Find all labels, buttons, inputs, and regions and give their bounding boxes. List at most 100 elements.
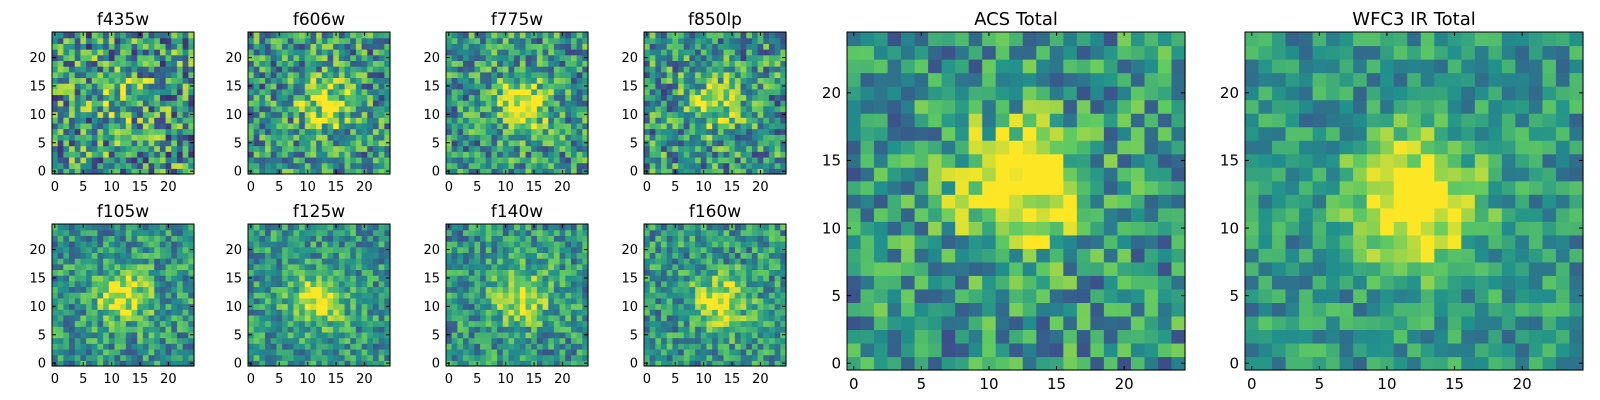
- heatmap-cell: [182, 348, 189, 356]
- heatmap-cell: [491, 320, 498, 327]
- heatmap-cell: [644, 348, 651, 356]
- heatmap-cell: [740, 145, 747, 152]
- heatmap-cell: [712, 145, 719, 152]
- x-tick-label: 15: [132, 180, 149, 195]
- heatmap-cell: [344, 111, 351, 118]
- heatmap-cell: [480, 71, 487, 79]
- heatmap-cell: [576, 128, 583, 135]
- heatmap-cell: [86, 117, 93, 124]
- heatmap-cell: [502, 331, 510, 339]
- heatmap-cell: [768, 331, 776, 339]
- heatmap-cell: [74, 263, 81, 271]
- heatmap-cell: [497, 156, 504, 164]
- heatmap-cell: [316, 331, 323, 339]
- heatmap-cell: [148, 145, 155, 152]
- heatmap-cell: [553, 156, 561, 164]
- heatmap-cell: [338, 314, 346, 322]
- heatmap-cell: [69, 128, 76, 135]
- heatmap-cell: [468, 297, 475, 305]
- heatmap-cell: [80, 54, 87, 61]
- heatmap-cell: [114, 151, 121, 158]
- heatmap-cell: [695, 66, 702, 73]
- heatmap-cell: [485, 360, 493, 367]
- heatmap-cell: [333, 258, 340, 265]
- heatmap-cell: [683, 168, 691, 175]
- heatmap-cell: [327, 117, 334, 124]
- heatmap-cell: [52, 151, 59, 158]
- heatmap-cell: [763, 162, 770, 169]
- heatmap-cell: [259, 60, 266, 67]
- heatmap-cell: [565, 326, 572, 333]
- heatmap-cell: [768, 168, 776, 175]
- heatmap-cell: [542, 224, 549, 231]
- heatmap-cell: [683, 162, 691, 169]
- heatmap-cell: [176, 49, 184, 56]
- heatmap-cell: [497, 43, 504, 50]
- heatmap-cell: [491, 343, 498, 350]
- heatmap-cell: [80, 263, 87, 271]
- heatmap-cell: [746, 303, 753, 310]
- heatmap-cell: [740, 360, 747, 367]
- heatmap-cell: [768, 77, 776, 84]
- heatmap-cell: [548, 156, 555, 164]
- heatmap-cell: [655, 111, 662, 118]
- heatmap-cell: [321, 263, 329, 271]
- heatmap-cell: [480, 348, 487, 356]
- heatmap-cell: [468, 269, 475, 276]
- heatmap-cell: [661, 156, 668, 164]
- heatmap-cell: [125, 263, 133, 271]
- heatmap-cell: [248, 145, 255, 152]
- heatmap-cell: [508, 314, 515, 322]
- heatmap-cell: [372, 309, 380, 316]
- heatmap-cell: [689, 309, 696, 316]
- heatmap-cell: [485, 246, 493, 253]
- heatmap-cell: [259, 252, 266, 259]
- heatmap-cell: [259, 303, 266, 310]
- heatmap-cell: [333, 105, 340, 113]
- heatmap-cell: [649, 37, 656, 44]
- heatmap-cell: [751, 314, 759, 322]
- heatmap-cell: [695, 139, 702, 147]
- heatmap-cell: [474, 43, 481, 50]
- heatmap-cell: [142, 297, 150, 305]
- heatmap-cell: [457, 145, 464, 152]
- heatmap-cell: [570, 286, 578, 293]
- heatmap-cell: [531, 241, 538, 248]
- heatmap-cell: [270, 60, 277, 67]
- heatmap-cell: [299, 224, 306, 231]
- heatmap-cell: [80, 343, 87, 350]
- heatmap-cell: [316, 326, 323, 333]
- heatmap-cell: [338, 37, 346, 44]
- heatmap-cell: [293, 139, 300, 147]
- heatmap-cell: [468, 151, 475, 158]
- heatmap-cell: [576, 292, 583, 299]
- heatmap-cell: [310, 77, 317, 84]
- heatmap-cell: [188, 258, 195, 265]
- heatmap-cell: [165, 229, 172, 236]
- heatmap-cell: [91, 252, 99, 259]
- heatmap-cell: [74, 83, 81, 90]
- heatmap-cell: [446, 151, 453, 158]
- heatmap-cell: [508, 134, 515, 141]
- heatmap-cell: [542, 235, 549, 242]
- heatmap-cell: [480, 134, 487, 141]
- heatmap-cell: [91, 275, 99, 282]
- heatmap-cell: [717, 71, 725, 79]
- heatmap-cell: [542, 354, 549, 361]
- heatmap-cell: [553, 162, 561, 169]
- y-tick-label: 0: [38, 357, 46, 372]
- heatmap-cell: [525, 297, 532, 305]
- heatmap-cell: [125, 229, 133, 236]
- heatmap-cell: [666, 343, 673, 350]
- heatmap-cell: [384, 151, 391, 158]
- heatmap-cell: [159, 71, 167, 79]
- heatmap-cell: [270, 337, 277, 344]
- heatmap-cell: [52, 88, 59, 96]
- heatmap-cell: [114, 303, 121, 310]
- heatmap-cell: [103, 258, 110, 265]
- heatmap-cell: [165, 111, 172, 118]
- heatmap-cell: [757, 162, 764, 169]
- heatmap-cell: [287, 156, 295, 164]
- heatmap-cell: [514, 54, 521, 61]
- heatmap-cell: [548, 246, 555, 253]
